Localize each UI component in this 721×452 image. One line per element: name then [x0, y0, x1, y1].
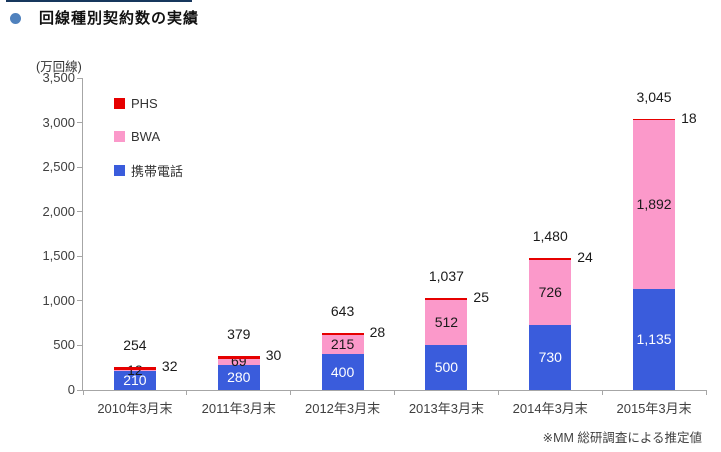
- header-rule: [6, 0, 192, 2]
- y-axis-tick-label: 500: [53, 337, 75, 353]
- legend-item: PHS: [114, 96, 158, 111]
- bar-segment-label: 1,892: [636, 195, 672, 212]
- bar-segment: [529, 324, 572, 390]
- bar-segment-label: 12: [127, 362, 143, 379]
- y-axis-tick: [77, 166, 82, 168]
- bar-segment: [633, 120, 676, 289]
- bar-segment-label: 28: [369, 323, 386, 340]
- bar-segment: [529, 258, 572, 261]
- chart-title: 回線種別契約数の実績: [39, 10, 200, 27]
- bar-segment: [217, 365, 260, 390]
- bar-segment-label: 30: [265, 347, 282, 364]
- footnote: ※MM 総研調査による推定値: [542, 431, 702, 445]
- y-axis-tick-label: 3,500: [42, 70, 75, 85]
- bar-segment-label: 210: [123, 372, 147, 389]
- bar-segment-label: 32: [161, 358, 178, 375]
- bar-total-label: 1,480: [532, 228, 568, 245]
- bar-segment: [633, 288, 676, 390]
- bar-segment: [321, 332, 364, 336]
- bar-segment: [529, 260, 572, 325]
- legend-item-label: PHS: [131, 96, 158, 111]
- y-axis-tick: [77, 389, 82, 391]
- x-axis-tick: [290, 390, 292, 395]
- plot-area: 0 500 1,000 1,500 2,000 2,500 3,000 3,500 210 12 3…: [42, 70, 707, 416]
- y-axis-tick: [77, 122, 82, 124]
- legend-swatch-icon: [114, 98, 125, 109]
- y-axis-unit-label: (万回線): [36, 60, 82, 74]
- legend-item-label: BWA: [131, 128, 161, 144]
- y-axis-tick: [77, 77, 82, 79]
- x-axis-category-label: 2012年3月末: [304, 401, 381, 416]
- bar-segment-label: 512: [434, 314, 459, 331]
- x-axis-tick: [601, 390, 603, 395]
- bar-segment-label: 24: [577, 249, 593, 266]
- bar-segment: [633, 118, 676, 121]
- y-axis-tick: [77, 344, 82, 346]
- y-axis-tick-label: 0: [67, 382, 75, 397]
- bar-segment-label: 730: [538, 348, 562, 365]
- bar-segment-label: 1,135: [636, 330, 672, 347]
- x-axis-tick: [705, 390, 707, 395]
- x-axis-tick: [497, 390, 499, 395]
- title-bullet-icon: [10, 13, 21, 24]
- y-axis-tick: [77, 211, 82, 213]
- bar-segment: [217, 356, 260, 359]
- y-axis-tick: [77, 255, 82, 257]
- legend-swatch-icon: [114, 130, 125, 142]
- legend-item: BWA: [114, 129, 160, 144]
- bar-segment-label: 726: [538, 284, 562, 301]
- bar-segment: [321, 335, 364, 355]
- bar-segment: [113, 371, 156, 390]
- y-axis-tick-label: 1,500: [42, 248, 75, 264]
- y-axis-tick-label: 3,000: [42, 114, 75, 130]
- x-axis-category-label: 2010年3月末: [97, 401, 173, 416]
- legend-swatch-icon: [114, 165, 125, 176]
- x-axis-tick: [82, 390, 84, 395]
- legend-item: 携帯電話: [114, 161, 183, 180]
- bar-segment-label: 215: [330, 336, 355, 353]
- title-row: 回線種別契約数の実績: [10, 7, 199, 28]
- bar-segment: [113, 367, 156, 371]
- y-axis-tick-label: 1,000: [42, 292, 75, 308]
- bar-segment: [425, 299, 468, 346]
- y-axis-tick-label: 2,000: [42, 203, 75, 219]
- bar-total-label: 254: [123, 337, 147, 354]
- x-axis-tick: [186, 390, 188, 395]
- legend-item-label: 携帯電話: [131, 164, 184, 179]
- bar-total-label: 1,037: [428, 267, 464, 284]
- bar-segment-label: 280: [227, 369, 251, 386]
- x-axis-tick: [394, 390, 395, 395]
- bar-total-label: 643: [330, 302, 355, 319]
- bar-segment-label: 500: [434, 359, 459, 376]
- bar-total-label: 3,045: [636, 88, 672, 105]
- x-axis-category-label: 2013年3月末: [408, 401, 484, 416]
- bar-segment-label: 400: [330, 363, 355, 380]
- bar-segment-label: 18: [681, 109, 697, 126]
- bar-segment: [321, 354, 364, 390]
- x-axis-category-label: 2014年3月末: [512, 401, 588, 416]
- bar-segment: [425, 297, 468, 300]
- x-axis-category-label: 2011年3月末: [201, 401, 276, 416]
- bar-segment-label: 25: [473, 288, 489, 305]
- bar-segment: [425, 345, 468, 390]
- bar-segment: [113, 370, 156, 372]
- bar-segment: [217, 358, 260, 366]
- y-axis-tick: [77, 300, 82, 302]
- y-axis-tick-label: 2,500: [42, 159, 75, 175]
- bar-total-label: 379: [227, 326, 251, 343]
- x-axis-category-label: 2015年3月末: [616, 401, 692, 416]
